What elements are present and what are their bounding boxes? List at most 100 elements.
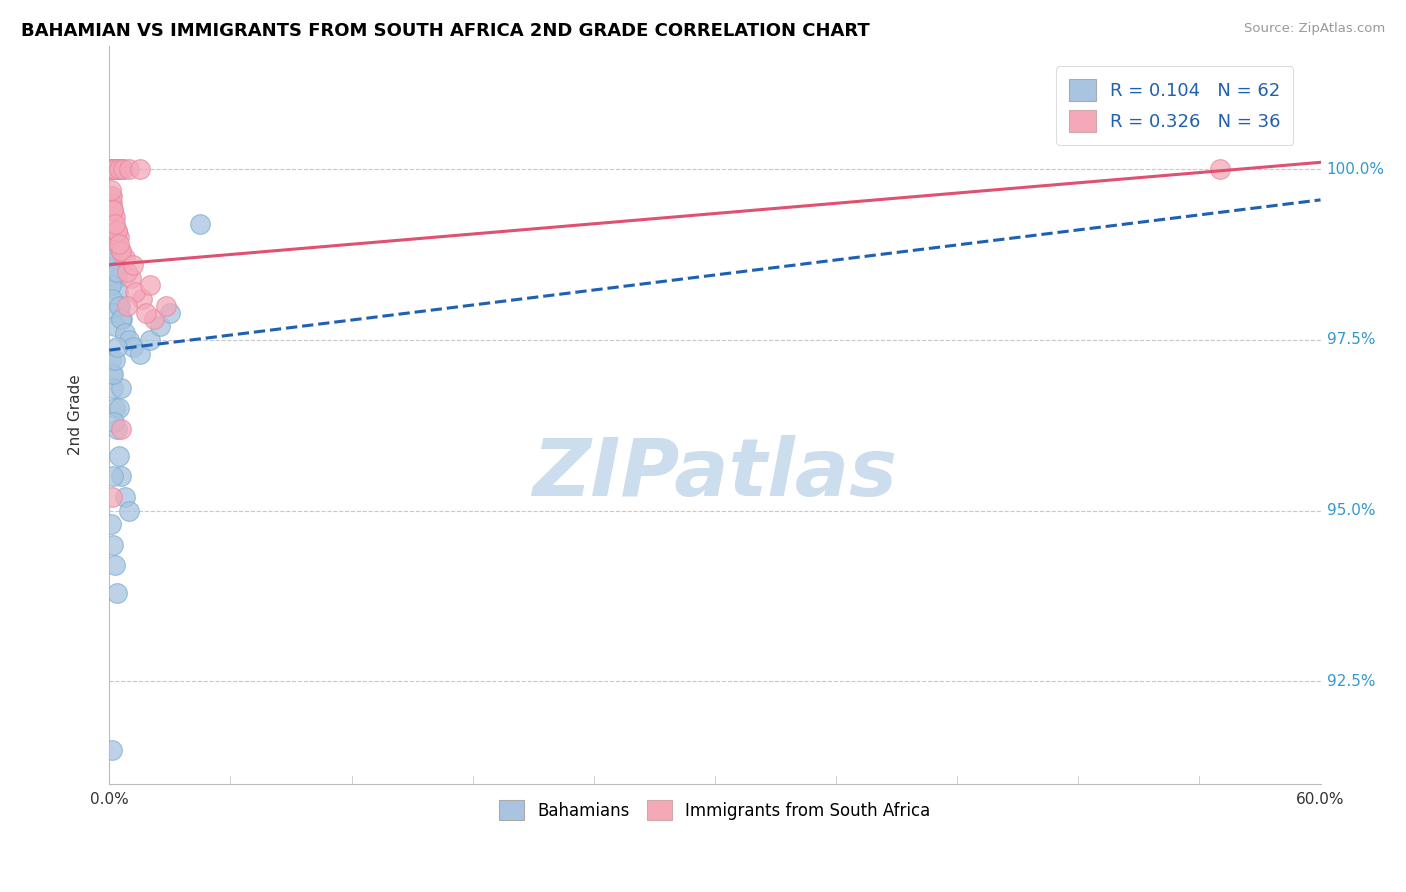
- Point: [105, 224, 128, 238]
- Point: [1208, 162, 1230, 177]
- Point: [110, 244, 132, 258]
- Point: [112, 162, 135, 177]
- Point: [100, 210, 122, 224]
- Point: [149, 319, 172, 334]
- Point: [124, 285, 146, 299]
- Point: [100, 517, 122, 532]
- Point: [104, 558, 127, 573]
- Point: [108, 237, 131, 252]
- Text: ZIPatlas: ZIPatlas: [533, 435, 897, 513]
- Point: [122, 258, 145, 272]
- Point: [105, 264, 128, 278]
- Point: [100, 183, 122, 197]
- Text: BAHAMIAN VS IMMIGRANTS FROM SOUTH AFRICA 2ND GRADE CORRELATION CHART: BAHAMIAN VS IMMIGRANTS FROM SOUTH AFRICA…: [21, 22, 870, 40]
- Point: [110, 422, 132, 436]
- Point: [122, 340, 145, 354]
- Point: [101, 292, 124, 306]
- Point: [142, 312, 165, 326]
- Point: [104, 244, 127, 258]
- Point: [114, 490, 136, 504]
- Point: [108, 230, 131, 244]
- Point: [110, 312, 132, 326]
- Point: [118, 162, 141, 177]
- Point: [105, 340, 128, 354]
- Point: [155, 299, 177, 313]
- Point: [100, 196, 122, 211]
- Point: [105, 162, 128, 177]
- Point: [107, 285, 129, 299]
- Point: [120, 271, 142, 285]
- Point: [101, 367, 124, 381]
- Point: [103, 381, 125, 395]
- Point: [101, 217, 124, 231]
- Point: [104, 217, 127, 231]
- Text: Source: ZipAtlas.com: Source: ZipAtlas.com: [1244, 22, 1385, 36]
- Point: [104, 162, 127, 177]
- Point: [105, 271, 128, 285]
- Point: [108, 299, 131, 313]
- Point: [104, 401, 127, 416]
- Point: [108, 162, 131, 177]
- Point: [103, 251, 125, 265]
- Point: [103, 203, 125, 218]
- Text: 97.5%: 97.5%: [1327, 333, 1375, 347]
- Point: [103, 305, 125, 319]
- Point: [104, 353, 127, 368]
- Point: [138, 333, 160, 347]
- Point: [114, 251, 136, 265]
- Point: [100, 162, 122, 177]
- Point: [110, 162, 132, 177]
- Point: [159, 305, 181, 319]
- Point: [117, 264, 139, 278]
- Point: [108, 162, 131, 177]
- Point: [128, 346, 150, 360]
- Point: [103, 217, 125, 231]
- Point: [131, 292, 153, 306]
- Point: [100, 203, 122, 218]
- Point: [100, 278, 122, 293]
- Point: [101, 162, 124, 177]
- Point: [105, 237, 128, 252]
- Legend: Bahamians, Immigrants from South Africa: Bahamians, Immigrants from South Africa: [492, 793, 936, 827]
- Point: [101, 742, 124, 756]
- Point: [105, 162, 128, 177]
- Point: [100, 353, 122, 368]
- Point: [108, 401, 131, 416]
- Text: 100.0%: 100.0%: [1327, 161, 1385, 177]
- Point: [111, 312, 134, 326]
- Point: [117, 299, 139, 313]
- Point: [118, 503, 141, 517]
- Point: [103, 203, 125, 218]
- Point: [110, 244, 132, 258]
- Point: [104, 319, 127, 334]
- Point: [100, 162, 122, 177]
- Point: [105, 585, 128, 599]
- Point: [103, 162, 125, 177]
- Point: [104, 258, 127, 272]
- Point: [110, 469, 132, 483]
- Point: [103, 162, 125, 177]
- Point: [108, 449, 131, 463]
- Text: 92.5%: 92.5%: [1327, 673, 1375, 689]
- Point: [104, 210, 127, 224]
- Point: [103, 415, 125, 429]
- Text: 95.0%: 95.0%: [1327, 503, 1375, 518]
- Point: [128, 162, 150, 177]
- Point: [103, 538, 125, 552]
- Point: [110, 299, 132, 313]
- Point: [188, 217, 211, 231]
- Point: [105, 224, 128, 238]
- Point: [104, 162, 127, 177]
- Point: [100, 189, 122, 203]
- Point: [114, 326, 136, 340]
- Point: [135, 305, 157, 319]
- Point: [103, 230, 125, 244]
- Point: [101, 490, 124, 504]
- Point: [105, 422, 128, 436]
- Point: [103, 469, 125, 483]
- Point: [112, 162, 135, 177]
- Point: [103, 367, 125, 381]
- Point: [110, 381, 132, 395]
- Point: [103, 162, 125, 177]
- Point: [100, 224, 122, 238]
